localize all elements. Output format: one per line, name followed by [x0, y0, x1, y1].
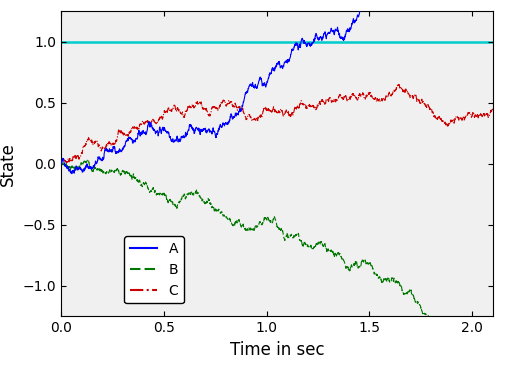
- Legend: A, B, C: A, B, C: [124, 236, 184, 304]
- Y-axis label: State: State: [0, 142, 17, 186]
- X-axis label: Time in sec: Time in sec: [230, 341, 324, 359]
